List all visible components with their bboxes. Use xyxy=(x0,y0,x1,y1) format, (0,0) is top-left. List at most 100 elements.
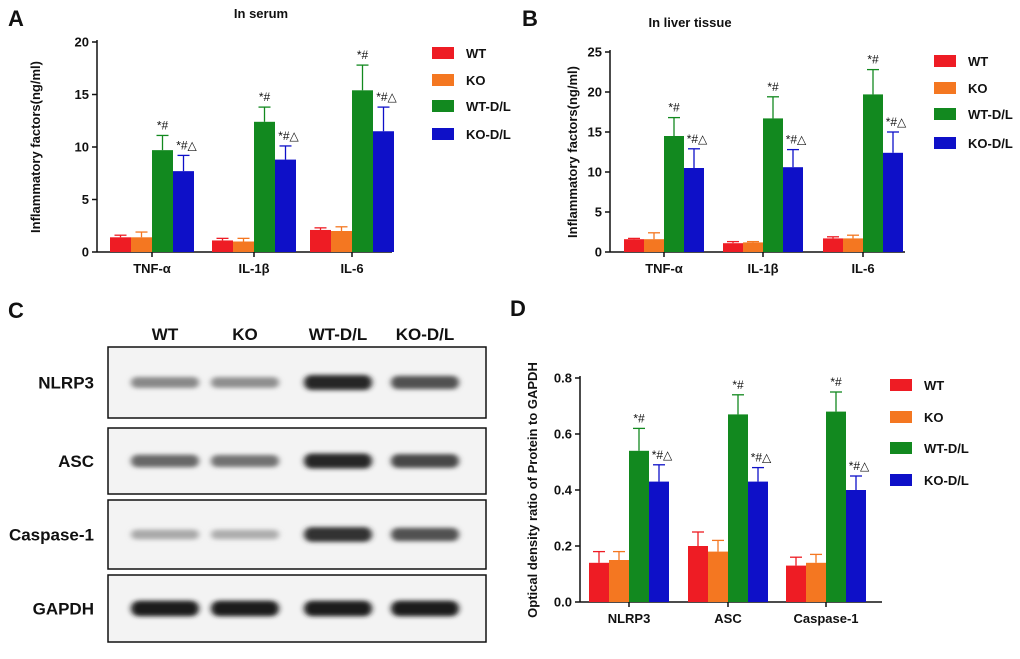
chart-d-bar-wt-dl-2 xyxy=(826,411,846,602)
chart-b-category-label: IL-1β xyxy=(747,261,778,276)
chart-b-legend-label: KO xyxy=(968,81,988,96)
chart-d-category-label: ASC xyxy=(714,611,742,626)
chart-a-bar-ko-dl-0 xyxy=(173,171,194,252)
chart-b-significance-label: *# xyxy=(867,53,879,67)
blot-band-caspase-1-1 xyxy=(211,529,279,540)
chart-d-ylabel: Optical density ratio of Protein to GAPD… xyxy=(525,362,540,618)
chart-d-density: Optical density ratio of Protein to GAPD… xyxy=(525,362,969,626)
chart-a-ytick-label: 0 xyxy=(82,245,89,260)
blot-row-label: GAPDH xyxy=(33,600,94,619)
chart-d-ytick-label: 0.2 xyxy=(554,539,572,554)
chart-d-ytick-label: 0.8 xyxy=(554,371,572,386)
chart-d-bar-wt-dl-1 xyxy=(728,414,748,602)
chart-a-bar-ko-dl-2 xyxy=(373,131,394,252)
chart-b-bar-ko-2 xyxy=(843,238,863,252)
chart-b-legend-label: KO-D/L xyxy=(968,136,1013,151)
chart-a-ytick-label: 20 xyxy=(75,35,89,50)
chart-b-legend-label: WT-D/L xyxy=(968,107,1013,122)
chart-d-legend-label: KO xyxy=(924,410,944,425)
blot-lane-label: WT-D/L xyxy=(309,325,368,344)
blot-band-asc-2 xyxy=(304,453,372,469)
chart-d-legend-swatch xyxy=(890,442,912,454)
chart-a-bar-ko-0 xyxy=(131,237,152,252)
chart-b-bar-wt-dl-2 xyxy=(863,94,883,253)
chart-a-bar-wt-dl-1 xyxy=(254,121,275,252)
chart-a-significance-label: *# xyxy=(259,90,271,104)
chart-b-ytick-label: 5 xyxy=(595,205,602,220)
chart-b-bar-ko-dl-1 xyxy=(783,167,803,252)
chart-b-significance-label: *#△ xyxy=(886,115,907,129)
chart-a-title: In serum xyxy=(234,6,288,21)
chart-a-category-label: IL-1β xyxy=(238,261,269,276)
chart-d-significance-label: *# xyxy=(830,375,842,389)
chart-a-legend-label: WT-D/L xyxy=(466,99,511,114)
chart-a-bar-ko-1 xyxy=(233,241,254,252)
chart-d-bar-wt-0 xyxy=(589,562,609,602)
blot-band-gapdh-0 xyxy=(131,600,199,617)
chart-d-legend-swatch xyxy=(890,411,912,423)
chart-d-bar-ko-2 xyxy=(806,562,826,602)
chart-d-legend-label: WT xyxy=(924,378,944,393)
chart-b-legend-swatch xyxy=(934,55,956,67)
chart-b-ytick-label: 0 xyxy=(595,245,602,260)
blot-band-caspase-1-3 xyxy=(391,527,459,542)
chart-a-significance-label: *# xyxy=(157,118,169,132)
chart-b-title: In liver tissue xyxy=(648,15,731,30)
blot-band-gapdh-3 xyxy=(391,600,459,617)
blot-band-nlrp3-2 xyxy=(304,374,372,391)
chart-a-ytick-label: 10 xyxy=(75,140,89,155)
chart-b-liver: In liver tissue Inflammatory factors(ng/m… xyxy=(565,15,1013,276)
blot-row-label: NLRP3 xyxy=(38,374,94,393)
chart-a-bar-ko-dl-1 xyxy=(275,159,296,252)
chart-b-ytick-label: 10 xyxy=(588,165,602,180)
chart-b-ytick-label: 15 xyxy=(588,125,602,140)
chart-a-legend-swatch xyxy=(432,100,454,112)
blot-band-caspase-1-0 xyxy=(131,529,199,540)
chart-a-legend-label: KO xyxy=(466,73,486,88)
chart-a-significance-label: *#△ xyxy=(278,129,299,143)
chart-a-category-label: IL-6 xyxy=(340,261,363,276)
chart-b-significance-label: *# xyxy=(668,101,680,115)
blot-band-asc-0 xyxy=(131,454,199,468)
chart-d-category-label: NLRP3 xyxy=(608,611,651,626)
chart-d-bar-wt-2 xyxy=(786,565,806,602)
chart-d-bar-wt-1 xyxy=(688,546,708,602)
chart-d-bar-ko-dl-1 xyxy=(748,481,768,602)
chart-a-legend-swatch xyxy=(432,47,454,59)
panel-letter-a: A xyxy=(8,6,24,31)
blot-band-asc-3 xyxy=(391,454,459,468)
chart-a-legend-swatch xyxy=(432,74,454,86)
chart-a-ytick-label: 15 xyxy=(75,87,89,102)
chart-b-legend-swatch xyxy=(934,82,956,94)
chart-d-legend-label: WT-D/L xyxy=(924,441,969,456)
chart-a-legend-swatch xyxy=(432,128,454,140)
chart-d-ytick-label: 0.6 xyxy=(554,427,572,442)
chart-b-bar-ko-dl-2 xyxy=(883,152,903,252)
chart-a-bar-wt-0 xyxy=(110,237,131,252)
chart-a-bar-ko-2 xyxy=(331,231,352,252)
chart-d-legend-label: KO-D/L xyxy=(924,473,969,488)
chart-b-significance-label: *#△ xyxy=(786,133,807,147)
chart-b-bar-wt-0 xyxy=(624,239,644,252)
blot-row-label: ASC xyxy=(58,452,94,471)
western-blot-panel: WT KO WT-D/L KO-D/L NLRP3 ASC Caspase-1 GAPDH xyxy=(9,325,487,643)
blot-band-caspase-1-2 xyxy=(304,527,372,542)
chart-b-significance-label: *#△ xyxy=(687,132,708,146)
chart-d-bar-ko-dl-0 xyxy=(649,481,669,602)
blot-lane-label: KO xyxy=(232,325,258,344)
blot-lane-label: WT xyxy=(152,325,179,344)
chart-b-bar-wt-dl-0 xyxy=(664,136,684,252)
blot-row-label: Caspase-1 xyxy=(9,526,94,545)
chart-b-bar-wt-dl-1 xyxy=(763,118,783,253)
chart-a-significance-label: *#△ xyxy=(176,138,197,152)
chart-d-significance-label: *# xyxy=(633,411,645,425)
chart-b-bar-ko-0 xyxy=(644,239,664,252)
chart-b-legend-label: WT xyxy=(968,54,988,69)
panel-letter-d: D xyxy=(510,296,526,321)
chart-a-significance-label: *# xyxy=(357,48,369,62)
chart-d-significance-label: *#△ xyxy=(751,451,772,465)
blot-lane-label: KO-D/L xyxy=(396,325,455,344)
blot-band-nlrp3-0 xyxy=(131,376,199,389)
chart-b-legend-swatch xyxy=(934,137,956,149)
